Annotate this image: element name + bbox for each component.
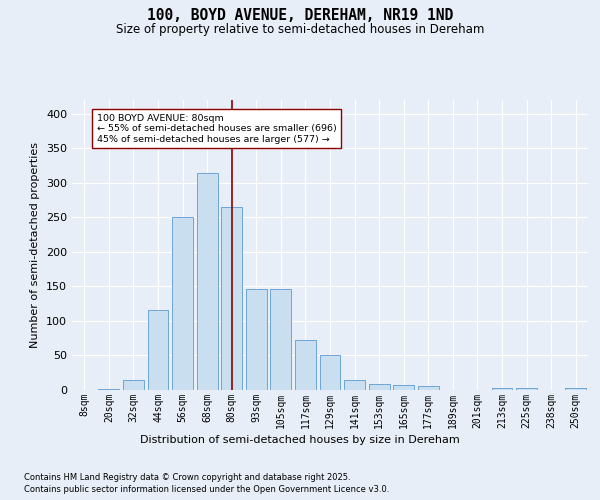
Bar [172,218,193,390]
Bar [295,340,316,390]
Bar [516,388,537,390]
Bar [320,356,340,390]
Bar [221,207,242,390]
Bar [491,388,512,390]
Bar [393,385,414,390]
Bar [271,288,292,390]
Bar [418,386,439,390]
Y-axis label: Number of semi-detached properties: Number of semi-detached properties [31,142,40,348]
Text: 100, BOYD AVENUE, DEREHAM, NR19 1ND: 100, BOYD AVENUE, DEREHAM, NR19 1ND [147,8,453,22]
Text: Size of property relative to semi-detached houses in Dereham: Size of property relative to semi-detach… [116,22,484,36]
Bar [148,310,169,390]
Text: 100 BOYD AVENUE: 80sqm
← 55% of semi-detached houses are smaller (696)
45% of se: 100 BOYD AVENUE: 80sqm ← 55% of semi-det… [97,114,337,144]
Bar [344,380,365,390]
Bar [246,288,267,390]
Text: Distribution of semi-detached houses by size in Dereham: Distribution of semi-detached houses by … [140,435,460,445]
Bar [197,172,218,390]
Bar [123,380,144,390]
Bar [565,388,586,390]
Text: Contains HM Land Registry data © Crown copyright and database right 2025.: Contains HM Land Registry data © Crown c… [24,472,350,482]
Text: Contains public sector information licensed under the Open Government Licence v3: Contains public sector information licen… [24,485,389,494]
Bar [368,384,389,390]
